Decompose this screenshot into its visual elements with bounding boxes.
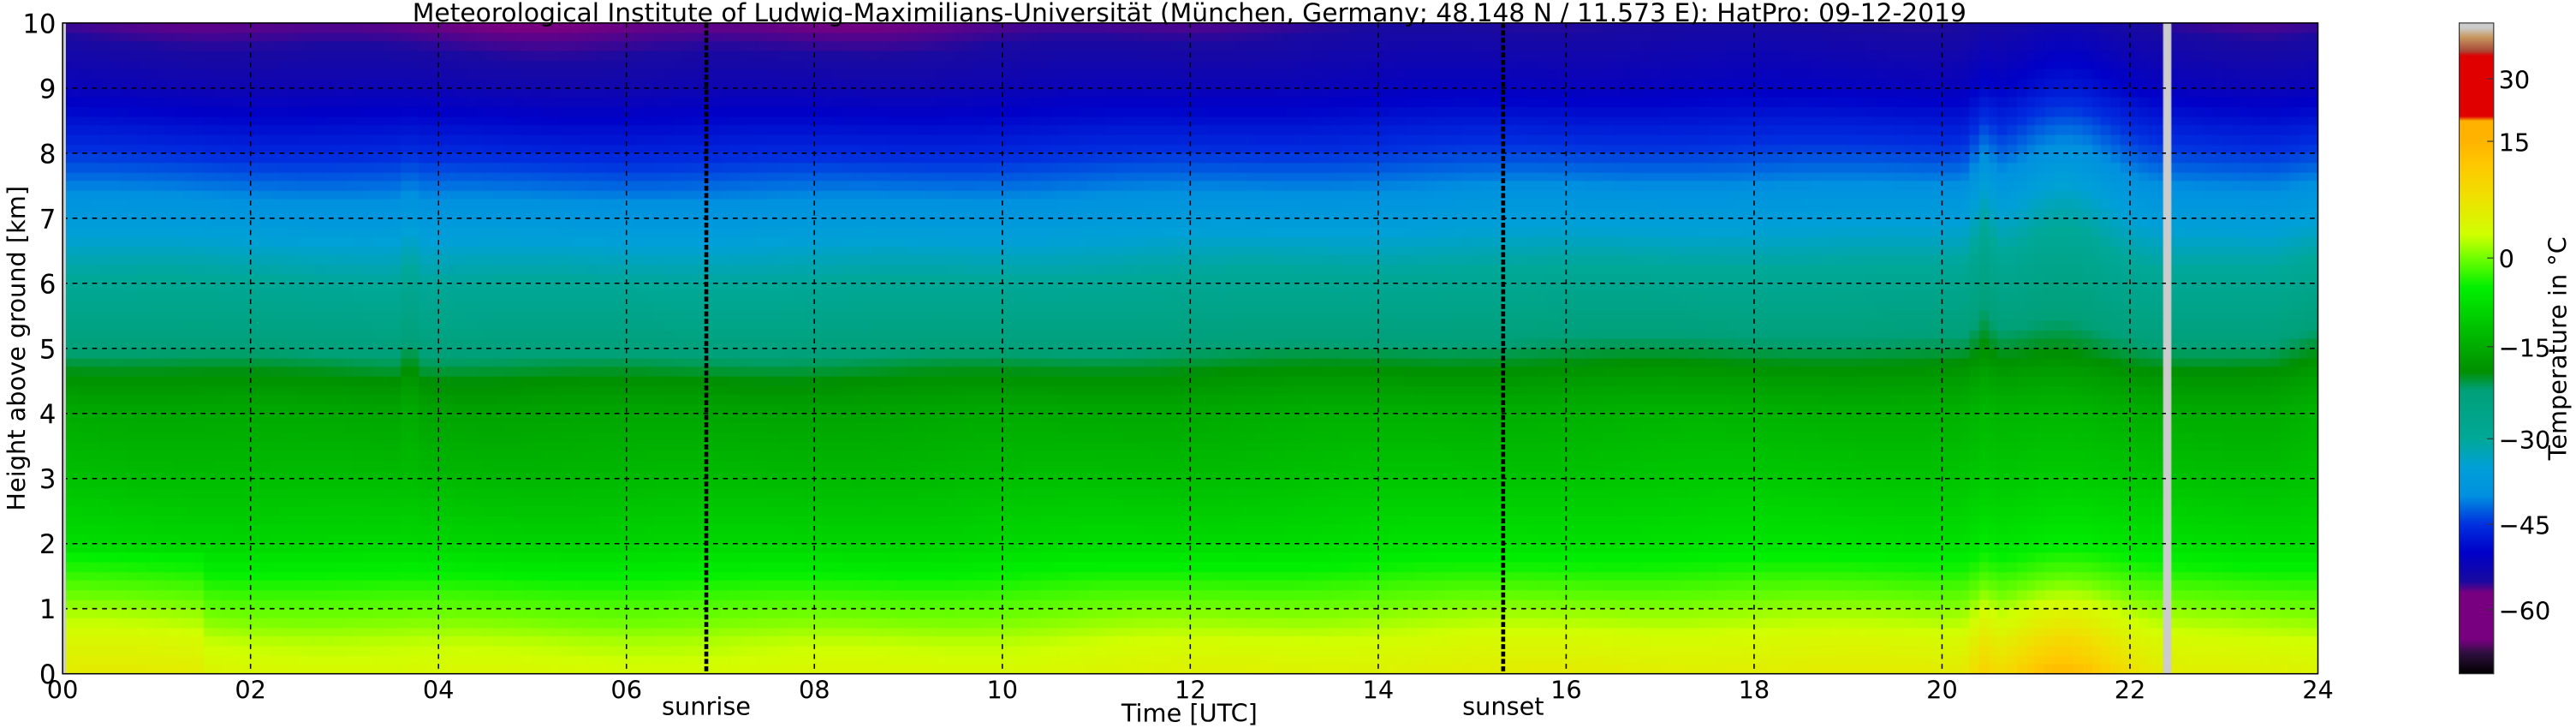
colorbar-tick-label: −45	[2499, 511, 2551, 540]
colorbar-gradient	[2460, 23, 2494, 674]
x-tick-label: 02	[235, 675, 266, 704]
x-tick-label: 24	[2302, 675, 2334, 704]
y-tick-label: 8	[39, 140, 57, 170]
colorbar-tick-label: −30	[2499, 426, 2551, 455]
colorbar-tick-label: 15	[2499, 128, 2531, 158]
y-tick-label: 7	[39, 205, 57, 235]
y-tick-label: 6	[39, 270, 57, 300]
colorbar-tick-label: 30	[2499, 66, 2531, 95]
y-tick-label: 4	[39, 400, 57, 430]
y-tick-label: 2	[39, 530, 57, 560]
y-tick-label: 9	[39, 75, 57, 104]
x-tick-label: 16	[1550, 675, 1582, 704]
x-tick-label: 04	[423, 675, 455, 704]
colorbar-tick-label: −15	[2499, 333, 2551, 362]
colorbar-label: Temperature in °C	[2543, 236, 2572, 461]
x-tick-label: 10	[986, 675, 1018, 704]
colorbar-tick-label: 0	[2499, 245, 2514, 274]
x-tick-label: 18	[1739, 675, 1770, 704]
x-axis-label: Time [UTC]	[1121, 698, 1258, 727]
y-tick-label: 10	[22, 9, 56, 39]
left-data-gap	[62, 22, 66, 674]
y-axis-label: Height above ground [km]	[2, 186, 31, 511]
x-tick-label: 06	[610, 675, 642, 704]
grid-lines	[62, 22, 2318, 674]
colorbar-tick-label: −60	[2499, 596, 2551, 625]
sunrise-label: sunrise	[662, 692, 751, 721]
y-tick-label: 3	[39, 465, 57, 495]
x-tick-label: 22	[2115, 675, 2146, 704]
y-tick-label: 1	[39, 595, 57, 625]
x-tick-label: 00	[47, 675, 79, 704]
chart-title: Meteorological Institute of Ludwig-Maxim…	[413, 0, 1966, 28]
x-tick-label: 14	[1363, 675, 1395, 704]
x-tick-label: 20	[1926, 675, 1958, 704]
plot-frame	[62, 22, 2319, 675]
y-tick-label: 5	[39, 335, 57, 365]
y-tick-label: 0	[39, 660, 57, 690]
x-tick-label: 08	[799, 675, 830, 704]
sunset-label: sunset	[1462, 692, 1544, 721]
x-tick-label: 12	[1175, 675, 1206, 704]
colorbar-frame	[2458, 22, 2495, 675]
